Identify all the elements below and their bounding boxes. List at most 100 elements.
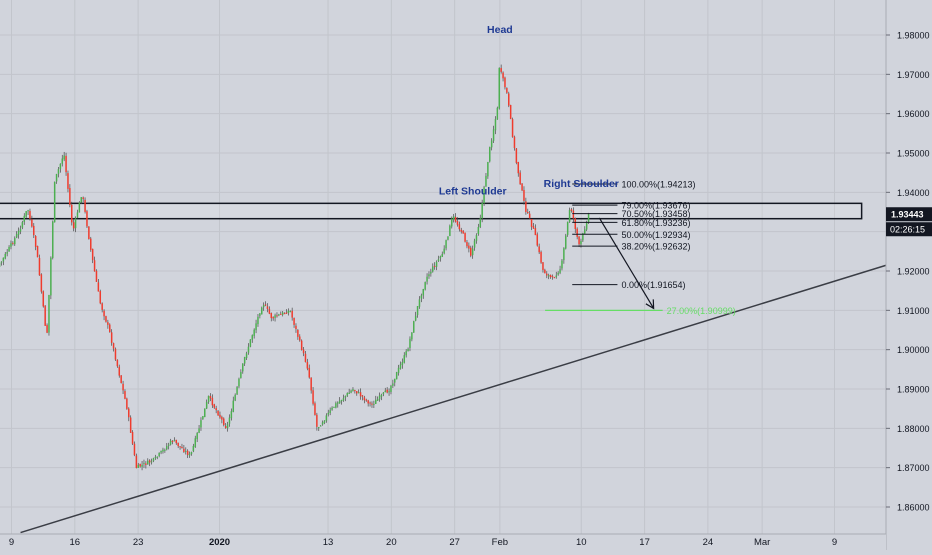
- candle-body: [98, 282, 100, 291]
- candle-body: [333, 407, 335, 408]
- candle-body: [44, 306, 46, 326]
- candle-body: [398, 368, 400, 373]
- x-tick-label: Mar: [754, 537, 770, 548]
- candle-body: [476, 235, 478, 241]
- resistance-zone: [0, 203, 862, 218]
- candle-body: [231, 411, 233, 418]
- candle-body: [291, 311, 293, 318]
- candle-body: [409, 339, 411, 348]
- candle-body: [29, 211, 31, 219]
- candle-body: [405, 351, 407, 355]
- y-tick-label: 1.91000: [897, 306, 930, 316]
- candle-body: [516, 148, 518, 163]
- candle-body: [310, 378, 312, 391]
- candle-body: [134, 444, 136, 455]
- candle-body: [3, 258, 4, 262]
- candle-body: [413, 321, 415, 332]
- candle-body: [253, 330, 255, 336]
- candle-body: [411, 332, 413, 339]
- candle-body: [130, 418, 132, 433]
- candle-body: [293, 318, 295, 325]
- candle-body: [478, 227, 480, 234]
- candle-body: [440, 256, 442, 258]
- candle-body: [510, 105, 512, 119]
- y-tick-label: 1.98000: [897, 31, 930, 41]
- candle-body: [556, 276, 558, 278]
- candle-body: [271, 313, 273, 318]
- candle-body: [442, 254, 444, 257]
- candle-body: [466, 242, 468, 246]
- candle-body: [75, 218, 77, 228]
- candle-body: [177, 443, 179, 446]
- candle-body: [434, 266, 436, 267]
- candle-body: [22, 222, 24, 227]
- fib-level-label: 61.80%(1.93236): [621, 218, 690, 228]
- candle-body: [512, 119, 513, 137]
- candle-body: [46, 325, 48, 333]
- candle-body: [276, 315, 278, 316]
- candle-body: [10, 243, 12, 246]
- candle-body: [375, 400, 377, 404]
- candle-body: [400, 364, 402, 368]
- candle-body: [143, 463, 145, 464]
- candle-body: [354, 390, 356, 391]
- candle-body: [227, 424, 229, 428]
- candle-body: [552, 276, 554, 277]
- candle-body: [52, 222, 54, 258]
- candle-body: [301, 341, 303, 350]
- candle-body: [573, 211, 575, 219]
- candle-body: [542, 262, 544, 270]
- candle-body: [225, 426, 227, 428]
- candle-body: [109, 325, 111, 333]
- candle-body: [65, 156, 67, 172]
- candle-body: [459, 224, 461, 229]
- candle-body: [8, 247, 10, 252]
- candle-body: [312, 390, 314, 403]
- candle-body: [214, 404, 216, 407]
- x-tick-label: 17: [639, 537, 650, 548]
- candle-body: [229, 418, 231, 424]
- candle-body: [1, 262, 3, 263]
- candle-body: [25, 211, 27, 217]
- candle-body: [101, 303, 103, 310]
- candle-body: [453, 216, 455, 219]
- candle-body: [50, 258, 52, 296]
- y-tick-label: 1.87000: [897, 463, 930, 473]
- candle-body: [238, 379, 240, 387]
- candle-body: [588, 214, 590, 222]
- candle-body: [550, 275, 552, 277]
- candle-body: [181, 447, 183, 448]
- candle-body: [468, 246, 470, 249]
- candle-body: [138, 465, 140, 468]
- candle-body: [274, 315, 276, 318]
- candle-body: [212, 398, 214, 405]
- candle-body: [307, 362, 309, 369]
- candle-body: [462, 231, 464, 234]
- candle-body: [187, 451, 189, 455]
- fib-level-label: 0.00%(1.91654): [621, 280, 685, 290]
- candle-body: [141, 465, 143, 467]
- candle-body: [120, 375, 122, 383]
- candle-body: [20, 229, 22, 232]
- candle-body: [364, 397, 366, 400]
- candle-body: [259, 313, 261, 315]
- x-tick-label: 9: [9, 537, 14, 548]
- y-axis: 1.980001.970001.960001.950001.940001.930…: [886, 0, 932, 550]
- candle-body: [320, 426, 322, 427]
- fib-level-label: 50.00%(1.92934): [621, 230, 690, 240]
- candle-body: [385, 391, 387, 393]
- candle-body: [185, 451, 187, 452]
- candle-body: [215, 408, 217, 410]
- candle-body: [113, 343, 115, 349]
- candle-body: [217, 411, 219, 415]
- candle-body: [111, 332, 113, 343]
- x-tick-label: 16: [70, 537, 81, 548]
- candle-body: [170, 441, 172, 445]
- candle-body: [122, 384, 124, 390]
- candle-body: [474, 241, 476, 248]
- candle-body: [586, 223, 588, 230]
- candle-body: [198, 428, 200, 432]
- candle-body: [195, 438, 197, 447]
- candle-body: [126, 399, 128, 409]
